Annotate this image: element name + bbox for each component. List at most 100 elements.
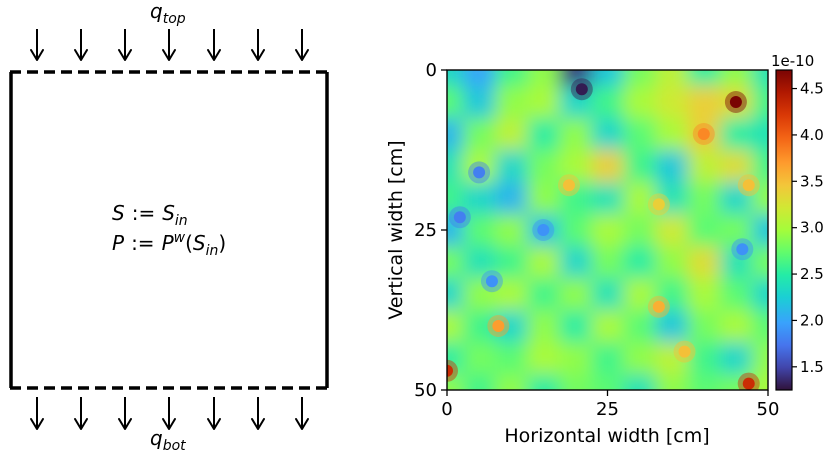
heatmap-cell <box>527 310 561 343</box>
bottom-outflow-arrow <box>118 397 132 430</box>
heatmap-cell <box>623 246 657 279</box>
colorbar-tick-label: 4.0 <box>800 126 824 144</box>
x-tick-label: 25 <box>596 399 619 420</box>
heatmap-cell <box>687 374 721 390</box>
bottom-outflow-arrow <box>295 397 309 430</box>
heatmap-cell <box>687 70 721 87</box>
heatmap-cell <box>655 310 689 343</box>
heatmap-cold-spot <box>736 243 749 256</box>
heatmap-cell <box>752 342 768 375</box>
heatmap-cell <box>655 246 689 279</box>
heatmap-cell <box>559 118 593 151</box>
colorbar-tick-label: 1.5 <box>800 358 824 376</box>
heatmap-cell <box>495 246 529 279</box>
heatmap-cell <box>495 182 529 215</box>
heatmap-hot-spot <box>729 96 742 108</box>
heatmap-cell <box>752 374 768 390</box>
top-inflow-arrow <box>74 29 88 61</box>
heatmap-cell <box>623 150 657 183</box>
heatmap-cell <box>559 246 593 279</box>
heatmap-cell <box>591 214 625 247</box>
heatmap-cell <box>559 342 593 375</box>
heatmap-cell <box>752 150 768 183</box>
colorbar-tick-label: 3.0 <box>800 219 824 237</box>
heatmap-cell <box>591 150 625 183</box>
x-tick-label: 0 <box>441 399 452 420</box>
x-axis-label: Horizontal width [cm] <box>504 425 709 447</box>
heatmap-cell <box>447 86 464 119</box>
heatmap-cell <box>527 246 561 279</box>
heatmap-cell <box>495 118 529 151</box>
heatmap-cell <box>687 86 721 119</box>
heatmap-field <box>447 70 768 390</box>
heatmap-cell <box>655 118 689 151</box>
heatmap-cell <box>719 342 753 375</box>
heatmap-hot-spot <box>652 198 665 211</box>
heatmap-cell <box>447 278 464 311</box>
heatmap-cell <box>463 214 497 247</box>
y-tick-label: 0 <box>426 60 437 81</box>
heatmap-cell <box>527 278 561 311</box>
heatmap-cell <box>559 374 593 390</box>
heatmap-cell <box>447 374 464 390</box>
bottom-outflow-arrow <box>30 397 44 430</box>
heatmap-cell <box>591 374 625 390</box>
heatmap-cell <box>623 86 657 119</box>
heatmap-cell <box>447 246 464 279</box>
heatmap-cell <box>495 86 529 119</box>
heatmap-cell <box>591 86 625 119</box>
heatmap-cell <box>447 118 464 151</box>
flux-top-label: qtop <box>150 0 186 27</box>
heatmap-hot-spot <box>742 377 755 390</box>
heatmap-cell <box>527 374 561 390</box>
heatmap-cell <box>719 150 753 183</box>
heatmap-cell <box>447 150 464 183</box>
colorbar-tick-label: 2.0 <box>800 311 824 329</box>
heatmap-cell <box>463 70 497 87</box>
heatmap-cell <box>591 310 625 343</box>
bottom-outflow-arrow <box>207 397 221 430</box>
heatmap-cell <box>623 214 657 247</box>
heatmap-cell <box>495 150 529 183</box>
heatmap-cell <box>591 278 625 311</box>
heatmap-cell <box>495 278 529 311</box>
heatmap-cell <box>495 70 529 87</box>
heatmap-cell <box>495 374 529 390</box>
heatmap-cell <box>655 86 689 119</box>
top-inflow-arrow <box>30 29 44 61</box>
heatmap-cell <box>687 214 721 247</box>
heatmap-cell <box>447 182 464 215</box>
heatmap-cell <box>591 342 625 375</box>
colorbar-tick-label: 4.5 <box>800 80 824 98</box>
heatmap-cell <box>752 118 768 151</box>
heatmap-cell <box>463 86 497 119</box>
x-tick-label: 50 <box>757 399 780 420</box>
heatmap-hot-spot <box>652 300 665 313</box>
heatmap-cell <box>752 246 768 279</box>
flux-top-subscript: top <box>163 11 186 27</box>
top-inflow-arrow <box>251 29 265 61</box>
heatmap-hot-spot <box>678 345 691 358</box>
heatmap-hot-spot <box>697 128 710 140</box>
heatmap-cell <box>623 70 657 87</box>
heatmap-cell <box>559 150 593 183</box>
heatmap-cell <box>591 182 625 215</box>
flux-bottom-label: qbot <box>150 426 186 454</box>
heatmap-cold-spot <box>537 224 550 236</box>
bottom-outflow-arrow <box>74 397 88 430</box>
colorbar: 1e-10 1.5 2.0 2.5 3.0 3.5 4.0 4.5 <box>771 52 824 391</box>
schematic: qtop S:= Sin P:= Pw(Sin) qbot <box>9 0 329 454</box>
heatmap-cell <box>623 278 657 311</box>
heatmap-hot-spot <box>742 179 755 192</box>
flux-bottom-subscript: bot <box>163 438 186 454</box>
heatmap-cell <box>719 278 753 311</box>
heatmap-cell <box>527 118 561 151</box>
heatmap-cell <box>752 310 768 343</box>
heatmap-cell <box>719 70 753 87</box>
heatmap-cell <box>447 310 464 343</box>
heatmap-cell <box>687 278 721 311</box>
heatmap-cold-spot <box>575 83 588 96</box>
